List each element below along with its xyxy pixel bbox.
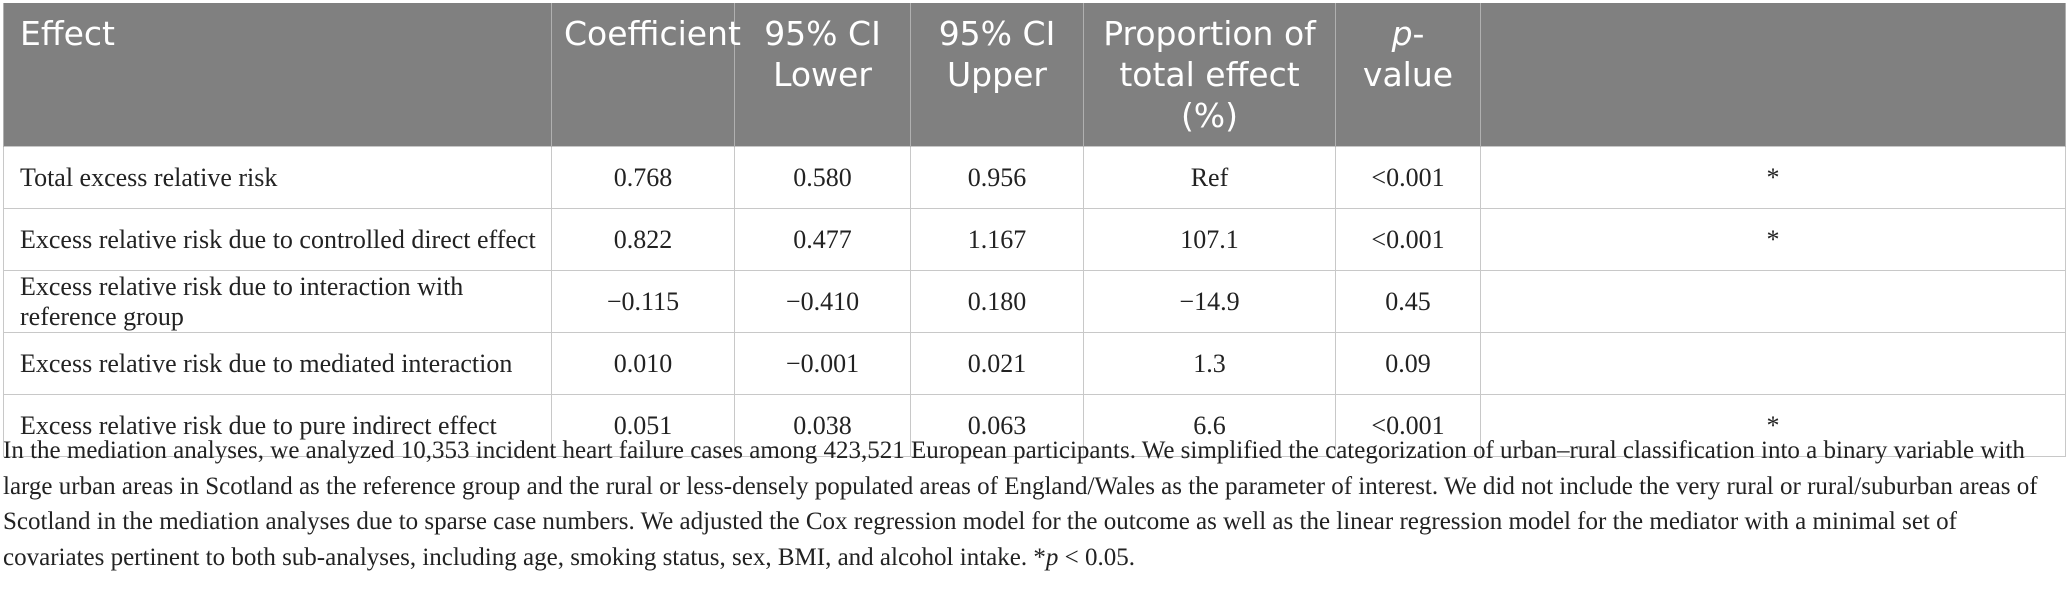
cell-ci-lower: 0.477 [734,208,911,271]
cell-ci-upper: 0.063 [910,394,1084,457]
cell-ci-upper: 0.021 [910,332,1084,395]
header-row: Effect Coefficient 95% CI Lower 95% CI U… [3,3,2066,147]
results-table-container: Effect Coefficient 95% CI Lower 95% CI U… [3,3,2066,457]
cell-ci-upper: 0.180 [910,270,1084,333]
cell-pvalue: 0.45 [1335,270,1481,333]
table-row: Excess relative risk due to mediated int… [3,332,2066,395]
cell-ci-upper: 0.956 [910,146,1084,209]
header-pvalue: p-value [1335,3,1481,147]
cell-effect: Excess relative risk due to controlled d… [3,208,552,271]
cell-proportion: Ref [1083,146,1336,209]
cell-ci-lower: −0.410 [734,270,911,333]
header-proportion: Proportion of total effect (%) [1083,3,1336,147]
header-effect: Effect [3,3,552,147]
cell-effect: Excess relative risk due to pure indirec… [3,394,552,457]
cell-effect: Total excess relative risk [3,146,552,209]
header-ci-upper-line2: Upper [947,55,1047,94]
table-footnote: In the mediation analyses, we analyzed 1… [3,433,2053,575]
table-row: Excess relative risk due to controlled d… [3,208,2066,271]
cell-ci-upper: 1.167 [910,208,1084,271]
cell-coefficient: 0.768 [551,146,735,209]
cell-pvalue: <0.001 [1335,146,1481,209]
header-proportion-line1: Proportion of [1103,14,1316,53]
cell-coefficient: −0.115 [551,270,735,333]
cell-ci-lower: 0.580 [734,146,911,209]
cell-significance [1480,270,2066,333]
cell-proportion: −14.9 [1083,270,1336,333]
cell-effect: Excess relative risk due to mediated int… [3,332,552,395]
table-row: Excess relative risk due to pure indirec… [3,394,2066,457]
header-coefficient: Coefficient [551,3,741,147]
table-row: Excess relative risk due to interaction … [3,270,2066,333]
header-ci-upper: 95% CI Upper [910,3,1084,147]
cell-significance: * [1480,394,2066,457]
footnote-p-symbol: p [1045,543,1059,571]
mediation-results-table: Effect Coefficient 95% CI Lower 95% CI U… [3,3,2066,457]
cell-significance: * [1480,208,2066,271]
cell-pvalue: <0.001 [1335,394,1481,457]
cell-proportion: 107.1 [1083,208,1336,271]
header-proportion-line2: total effect (%) [1119,55,1300,135]
cell-proportion: 6.6 [1083,394,1336,457]
header-pvalue-rest: -value [1362,14,1454,94]
cell-effect: Excess relative risk due to interaction … [3,270,552,333]
cell-ci-lower: 0.038 [734,394,911,457]
cell-significance [1480,332,2066,395]
cell-coefficient: 0.822 [551,208,735,271]
cell-pvalue: <0.001 [1335,208,1481,271]
footnote-threshold: < 0.05. [1058,543,1135,571]
header-ci-upper-line1: 95% CI [938,14,1056,53]
cell-proportion: 1.3 [1083,332,1336,395]
cell-pvalue: 0.09 [1335,332,1481,395]
header-ci-lower-line1: 95% CI [764,14,881,53]
header-ci-lower-line2: Lower [773,55,872,94]
table-row: Total excess relative risk 0.768 0.580 0… [3,146,2066,209]
cell-significance: * [1480,146,2066,209]
footnote-text: In the mediation analyses, we analyzed 1… [3,437,2038,571]
header-significance [1480,3,2066,147]
cell-ci-lower: −0.001 [734,332,911,395]
table-header: Effect Coefficient 95% CI Lower 95% CI U… [3,3,2066,147]
header-ci-lower: 95% CI Lower [734,3,911,147]
cell-coefficient: 0.010 [551,332,735,395]
table-body: Total excess relative risk 0.768 0.580 0… [3,146,2066,457]
header-pvalue-p: p [1391,14,1413,53]
